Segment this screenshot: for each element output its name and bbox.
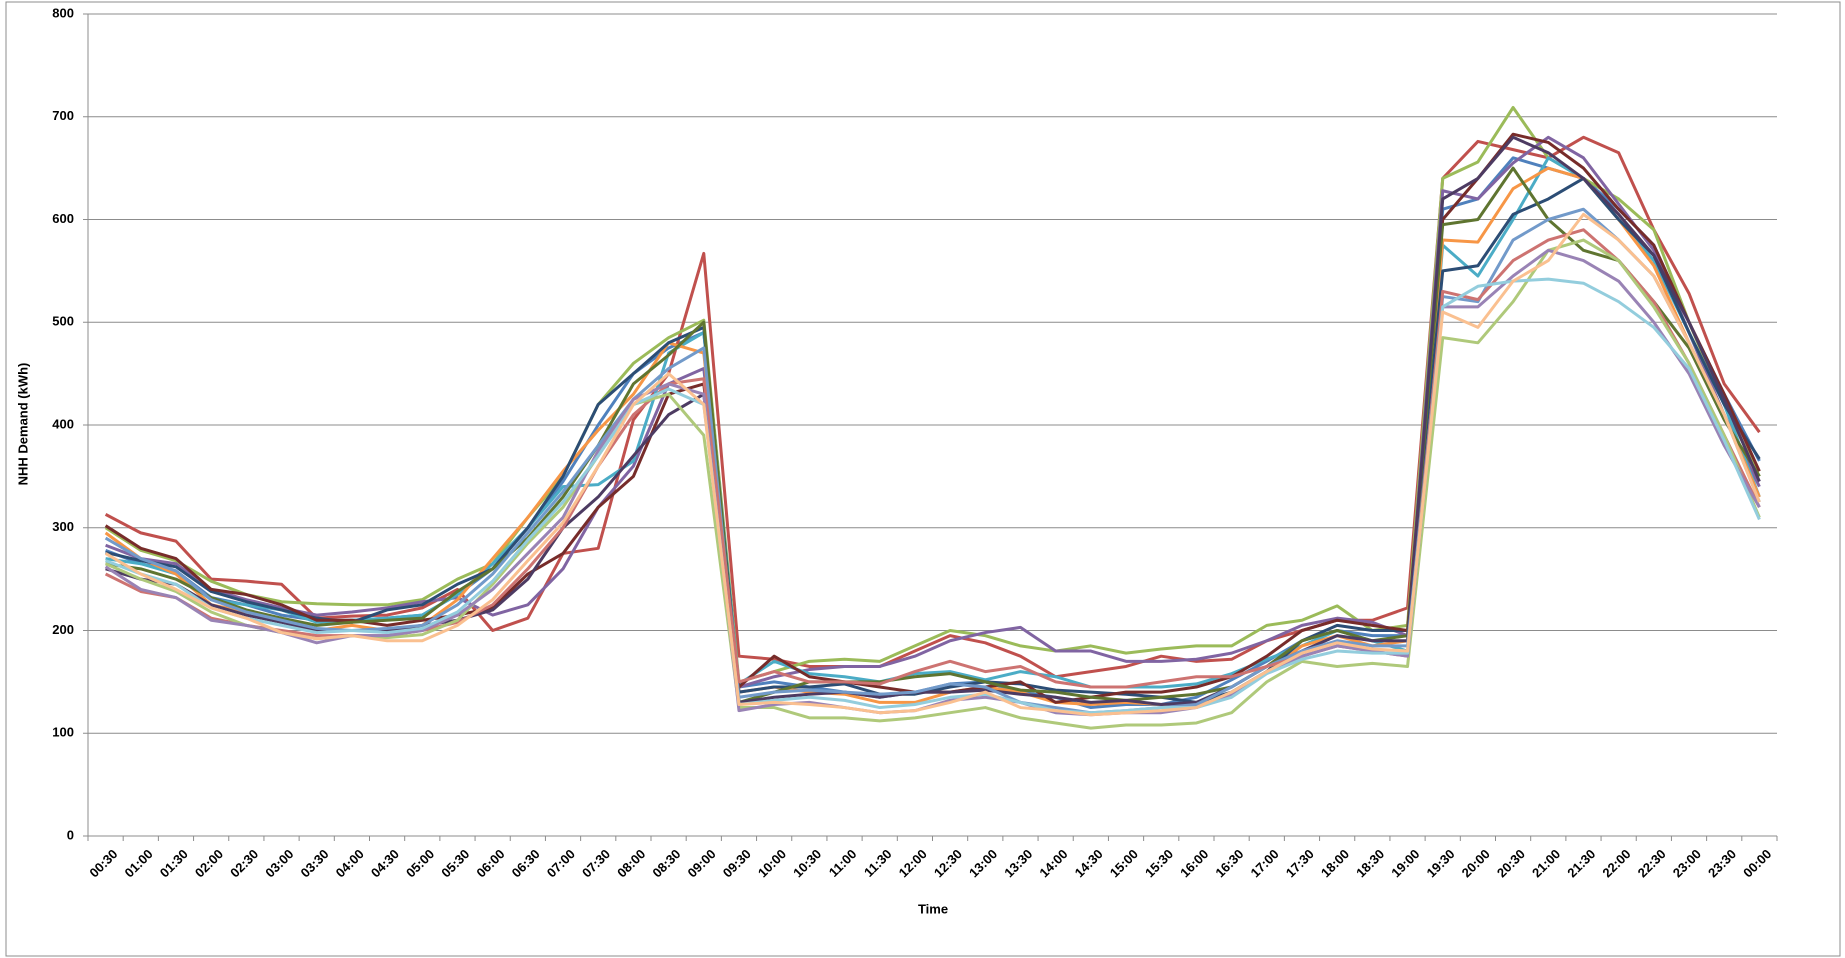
x-tick-label: 14:30	[1072, 846, 1106, 880]
x-tick-label: 20:30	[1494, 846, 1528, 880]
x-tick-label: 23:00	[1670, 846, 1704, 880]
x-tick-label: 18:00	[1318, 846, 1352, 880]
y-tick-label: 100	[52, 725, 74, 740]
x-tick-label: 09:00	[685, 846, 719, 880]
y-axis-label: NHH Demand (kWh)	[15, 363, 30, 486]
series-line	[104, 238, 1761, 730]
x-tick-label: 03:30	[298, 846, 332, 880]
x-tick-label: 01:30	[157, 846, 191, 880]
x-tick-label: 18:30	[1353, 846, 1387, 880]
y-tick-label: 200	[52, 622, 74, 637]
x-tick-label: 08:30	[649, 846, 683, 880]
x-tick-label: 10:00	[755, 846, 789, 880]
x-tick-label: 23:30	[1705, 846, 1739, 880]
y-tick-label: 700	[52, 108, 74, 123]
x-tick-label: 16:00	[1177, 846, 1211, 880]
x-tick-label: 12:30	[931, 846, 965, 880]
series-line	[104, 135, 1761, 679]
x-tick-label: 08:00	[614, 846, 648, 880]
x-tick-label: 15:30	[1142, 846, 1176, 880]
y-tick-label: 600	[52, 211, 74, 226]
y-tick-label: 800	[52, 5, 74, 20]
x-tick-label: 00:00	[1740, 846, 1774, 880]
x-tick-label: 07:00	[544, 846, 578, 880]
x-tick-label: 03:00	[262, 846, 296, 880]
x-tick-label: 20:00	[1459, 846, 1493, 880]
x-tick-label: 05:30	[438, 846, 472, 880]
x-tick-label: 12:00	[896, 846, 930, 880]
x-tick-label: 02:00	[192, 846, 226, 880]
x-tick-label: 06:30	[509, 846, 543, 880]
y-tick-label: 500	[52, 314, 74, 329]
series-line	[104, 106, 1761, 684]
series-line	[104, 248, 1761, 717]
x-tick-label: 21:30	[1564, 846, 1598, 880]
series-line	[105, 166, 1761, 704]
x-tick-label: 01:00	[122, 846, 156, 880]
x-tick-label: 17:30	[1283, 846, 1317, 880]
series-line	[105, 176, 1761, 704]
series-line	[105, 135, 1761, 689]
series-line	[104, 212, 1761, 717]
y-tick-label: 400	[52, 416, 74, 431]
y-tick-label: 300	[52, 519, 74, 534]
x-tick-label: 19:00	[1388, 846, 1422, 880]
x-tick-label: 13:00	[966, 846, 1000, 880]
chart-frame	[5, 1, 1841, 957]
x-tick-label: 06:00	[473, 846, 507, 880]
x-tick-label: 15:00	[1107, 846, 1141, 880]
series-line	[105, 277, 1761, 715]
series-line	[104, 166, 1761, 706]
x-tick-label: 09:30	[720, 846, 754, 880]
x-tick-label: 00:30	[86, 846, 120, 880]
x-tick-label: 07:30	[579, 846, 613, 880]
x-tick-label: 14:00	[1036, 846, 1070, 880]
x-axis-label: Time	[918, 901, 948, 916]
x-tick-label: 21:00	[1529, 846, 1563, 880]
series-line	[105, 156, 1761, 689]
x-tick-label: 13:30	[1001, 846, 1035, 880]
x-tick-label: 02:30	[227, 846, 261, 880]
x-tick-label: 22:30	[1635, 846, 1669, 880]
x-tick-label: 04:30	[368, 846, 402, 880]
x-tick-label: 11:00	[826, 846, 860, 880]
x-tick-label: 05:00	[403, 846, 437, 880]
x-tick-label: 22:00	[1599, 846, 1633, 880]
x-tick-label: 17:00	[1248, 846, 1282, 880]
x-tick-label: 11:30	[861, 846, 895, 880]
y-tick-label: 0	[67, 827, 74, 842]
series-line	[104, 228, 1761, 689]
x-tick-label: 16:30	[1212, 846, 1246, 880]
series-line	[105, 135, 1761, 706]
x-tick-label: 10:30	[790, 846, 824, 880]
x-tick-label: 19:30	[1424, 846, 1458, 880]
x-tick-label: 04:00	[333, 846, 367, 880]
